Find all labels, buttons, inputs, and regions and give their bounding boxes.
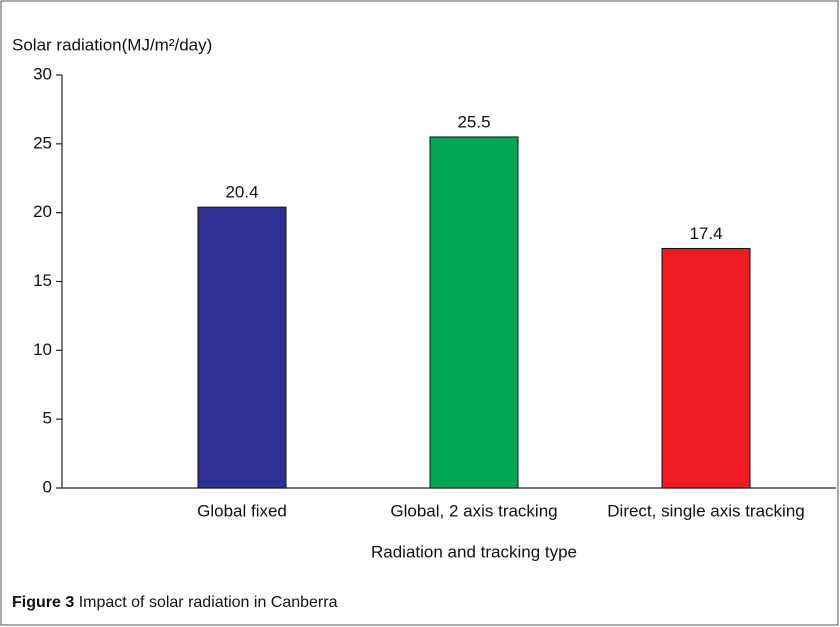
caption-label: Figure 3 bbox=[12, 594, 74, 611]
y-tick-label: 10 bbox=[33, 340, 52, 359]
y-tick-label: 25 bbox=[33, 133, 52, 152]
data-label: 17.4 bbox=[689, 224, 722, 243]
y-tick-label: 15 bbox=[33, 271, 52, 290]
caption: Figure 3 Impact of solar radiation in Ca… bbox=[12, 594, 338, 611]
data-label: 20.4 bbox=[225, 183, 258, 202]
y-tick-label: 0 bbox=[43, 477, 52, 496]
x-tick-label: Global, 2 axis tracking bbox=[390, 501, 557, 520]
y-axis-label: Solar radiation(MJ/m²/day) bbox=[12, 35, 212, 54]
x-axis-label: Radiation and tracking type bbox=[371, 542, 577, 561]
y-tick-label: 30 bbox=[33, 64, 52, 83]
y-tick-label: 20 bbox=[33, 202, 52, 221]
y-tick-label: 5 bbox=[43, 409, 52, 428]
bar bbox=[429, 136, 519, 489]
data-label: 25.5 bbox=[457, 112, 490, 131]
x-tick-label: Direct, single axis tracking bbox=[607, 501, 804, 520]
bar bbox=[197, 206, 287, 489]
bar bbox=[661, 247, 751, 489]
x-tick-label: Global fixed bbox=[197, 501, 287, 520]
caption-text: Impact of solar radiation in Canberra bbox=[79, 594, 338, 611]
